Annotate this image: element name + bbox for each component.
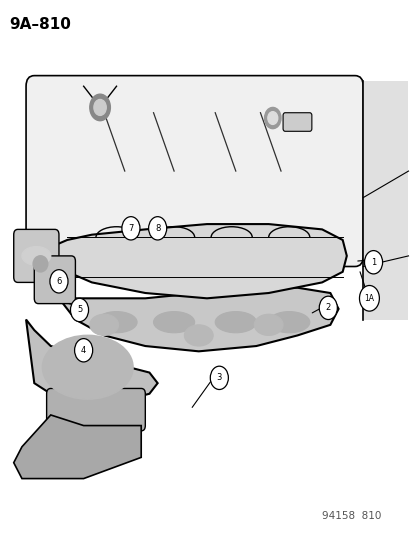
- FancyBboxPatch shape: [282, 113, 311, 131]
- Ellipse shape: [22, 247, 51, 265]
- Ellipse shape: [254, 314, 282, 335]
- Text: 4: 4: [81, 346, 86, 355]
- Ellipse shape: [90, 314, 118, 335]
- Polygon shape: [51, 224, 346, 298]
- Ellipse shape: [43, 335, 133, 399]
- Text: 1: 1: [370, 258, 375, 266]
- Circle shape: [148, 216, 166, 240]
- Ellipse shape: [96, 312, 137, 333]
- Circle shape: [50, 270, 68, 293]
- Ellipse shape: [268, 312, 309, 333]
- Circle shape: [210, 366, 228, 390]
- Text: 1A: 1A: [363, 294, 373, 303]
- Text: 8: 8: [154, 224, 160, 233]
- Ellipse shape: [184, 325, 213, 346]
- Circle shape: [267, 112, 277, 124]
- Circle shape: [318, 296, 337, 319]
- Ellipse shape: [153, 312, 194, 333]
- Circle shape: [70, 298, 88, 321]
- Text: 94158  810: 94158 810: [321, 511, 381, 521]
- Polygon shape: [362, 81, 408, 319]
- Circle shape: [94, 100, 106, 115]
- Text: 5: 5: [77, 305, 82, 314]
- Circle shape: [363, 251, 382, 274]
- Text: 3: 3: [216, 373, 221, 382]
- Text: 6: 6: [56, 277, 62, 286]
- Circle shape: [90, 94, 110, 120]
- Polygon shape: [14, 415, 141, 479]
- Circle shape: [358, 286, 378, 311]
- Polygon shape: [63, 288, 338, 351]
- FancyBboxPatch shape: [47, 389, 145, 431]
- Text: 7: 7: [128, 224, 133, 233]
- FancyBboxPatch shape: [26, 76, 362, 266]
- FancyBboxPatch shape: [14, 229, 59, 282]
- Text: 9A–810: 9A–810: [9, 17, 71, 33]
- Circle shape: [74, 338, 93, 362]
- Ellipse shape: [33, 256, 47, 272]
- Circle shape: [264, 108, 280, 128]
- Ellipse shape: [215, 312, 256, 333]
- Circle shape: [121, 216, 140, 240]
- Text: 2: 2: [325, 303, 330, 312]
- FancyBboxPatch shape: [34, 256, 75, 304]
- Polygon shape: [26, 319, 157, 405]
